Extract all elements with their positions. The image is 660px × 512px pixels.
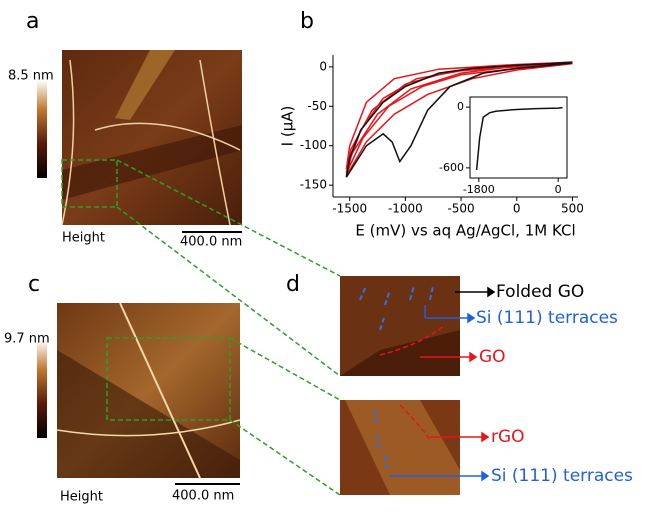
y-tick-label: -100 (300, 138, 327, 152)
afm-feature (62, 125, 242, 200)
afm-wrinkle (61, 59, 241, 226)
annotation: rGO (491, 427, 525, 447)
afm-feature (340, 330, 460, 376)
annotation: Si (111) terraces (476, 308, 618, 328)
afm-feature (345, 400, 460, 495)
y-tick-label: -150 (300, 178, 327, 192)
colorbar (37, 80, 47, 178)
mode-label: Height (60, 490, 103, 505)
x-tick-label: -1500 (332, 202, 367, 216)
x-axis-label: E (mV) vs aq Ag/AgCl, 1M KCl (355, 222, 575, 240)
mode-label: Height (62, 231, 105, 246)
y-tick-label: -50 (307, 99, 327, 113)
boundary (399, 404, 431, 441)
x-tick-label: 0 (555, 183, 562, 196)
afm-feature (115, 50, 175, 120)
x-tick-label: -1800 (463, 183, 495, 196)
annotation: GO (479, 347, 506, 367)
scale-label: 400.0 nm (172, 489, 234, 504)
x-tick-label: 0 (513, 202, 521, 216)
panel-label: b (300, 9, 314, 34)
cv-curve (475, 106, 563, 170)
cv-curve (345, 61, 573, 178)
boundary (379, 324, 446, 356)
y-tick-label: -600 (439, 161, 464, 174)
x-tick-label: 500 (561, 202, 584, 216)
colorbar (37, 340, 47, 438)
scale-label: 400.0 nm (180, 235, 242, 250)
afm-wrinkle (56, 419, 241, 437)
arrows (390, 286, 496, 482)
connector (116, 159, 341, 496)
terrace-marks (374, 409, 388, 470)
zoom-box (106, 337, 231, 421)
panel-label: a (26, 9, 39, 34)
panel-label: d (286, 272, 300, 297)
colorbar-label: 8.5 nm (8, 69, 54, 84)
y-tick-label: 0 (457, 100, 464, 113)
x-tick-label: -500 (447, 202, 474, 216)
charts: -1500 -1000 -500 0 500 0 -50 -100 -150 I (µA) E (m… (279, 55, 584, 240)
inset-frame (469, 96, 568, 179)
annotation: Si (111) terraces (491, 466, 633, 486)
panel-label: c (28, 272, 40, 297)
y-tick-label: 0 (319, 59, 327, 73)
x-tick-label: -1000 (388, 202, 423, 216)
zoom-box (61, 159, 118, 208)
annotation: Folded GO (496, 282, 584, 302)
y-axis-label: I (µA) (279, 106, 297, 147)
colorbar-label: 9.7 nm (4, 332, 50, 347)
afm-feature (57, 350, 240, 478)
afm-wrinkle (119, 302, 201, 479)
